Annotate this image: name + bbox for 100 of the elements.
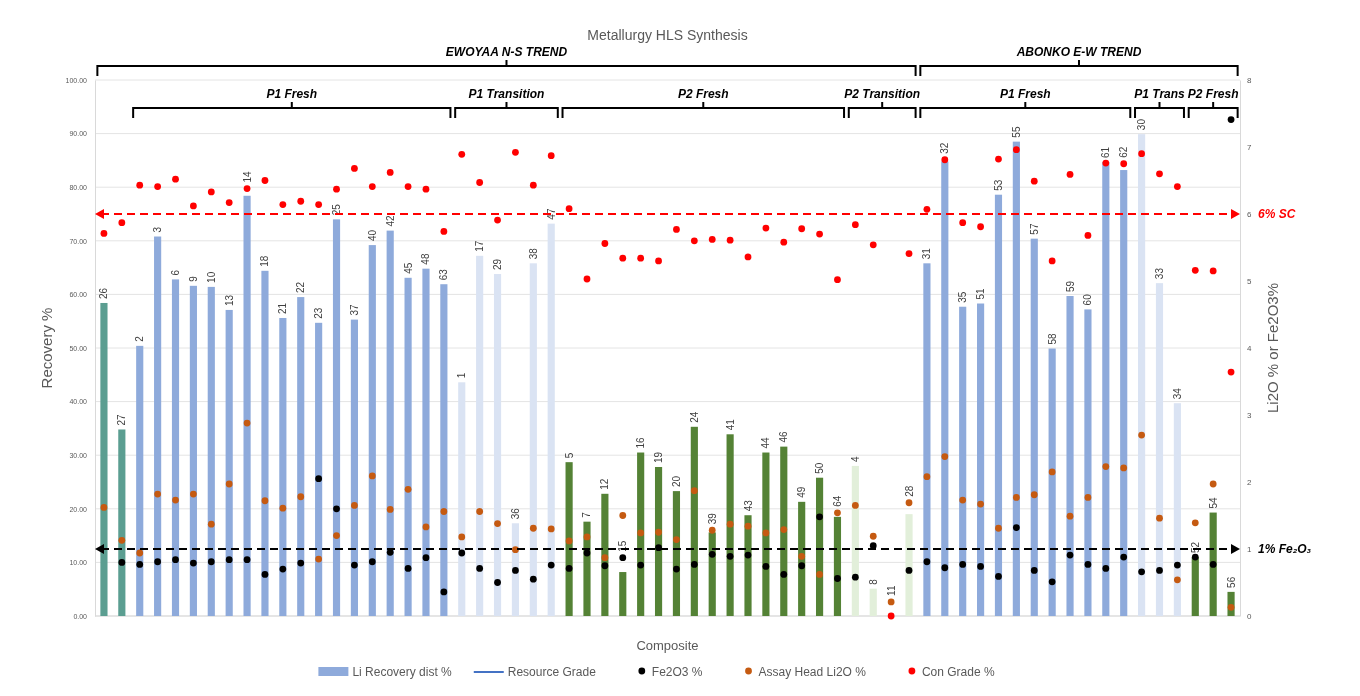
x-tick-label: 58 <box>1046 332 1058 345</box>
x-tick-label: 49 <box>796 486 808 498</box>
bar <box>154 236 162 616</box>
x-tick-label: 53 <box>992 179 1004 191</box>
x-tick-label: 48 <box>420 253 432 265</box>
x-tick-label: 35 <box>957 291 969 303</box>
x-tick-label: 14 <box>241 170 253 183</box>
annotation: P2 Fresh <box>1187 87 1239 101</box>
x-tick-label: 57 <box>1028 223 1040 235</box>
ref-line-label: 1% Fe₂O₃ <box>1258 542 1312 556</box>
bar <box>869 588 877 616</box>
bar <box>297 297 305 616</box>
x-tick-label: 64 <box>831 495 843 507</box>
x-tick-label: 32 <box>939 142 951 154</box>
legend-label: Resource Grade <box>507 665 597 679</box>
x-tick-label: 47 <box>545 208 557 220</box>
annotation: P1 Trans <box>1134 87 1186 101</box>
x-tick-label: 24 <box>688 411 700 423</box>
bar <box>654 466 663 616</box>
bar <box>422 268 430 616</box>
bar <box>1012 141 1020 616</box>
x-tick-label: 23 <box>313 307 325 319</box>
x-tick-label: 37 <box>348 304 360 316</box>
x-tick-label: 34 <box>1171 387 1183 400</box>
bar <box>207 286 215 616</box>
x-tick-label: 4 <box>849 455 861 462</box>
annotation: P2 Transition <box>844 87 921 101</box>
legend-label: Li Recovery dist % <box>352 665 453 679</box>
bar <box>315 322 323 616</box>
x-tick-label: 3 <box>152 226 164 233</box>
x-tick-label: 20 <box>670 475 682 488</box>
x-tick-label: 31 <box>921 247 933 260</box>
bar <box>744 515 752 616</box>
bar <box>959 306 967 616</box>
x-tick-label: 44 <box>760 436 772 449</box>
x-tick-label: 51 <box>975 287 987 300</box>
bar <box>368 245 376 616</box>
x-tick-label: 10 <box>205 271 217 283</box>
bar <box>690 426 698 616</box>
bar <box>440 284 448 616</box>
bar <box>1048 348 1056 616</box>
y2-tick-label: 0 <box>1247 612 1252 622</box>
x-tick-label: 7 <box>581 511 593 518</box>
text: EWOYAA N-S TREND <box>445 45 568 59</box>
annotation: P1 Fresh <box>266 87 318 101</box>
x-tick-label: 18 <box>259 255 271 267</box>
y2-tick-label: 4 <box>1247 344 1252 354</box>
x-tick-label: 54 <box>1207 496 1219 509</box>
bar <box>637 452 645 616</box>
legend-label: Fe2O3 % <box>651 665 703 679</box>
bar <box>601 493 609 616</box>
bar <box>977 303 985 616</box>
bar <box>1084 309 1092 616</box>
x-tick-label: 6 <box>170 269 182 276</box>
x-axis-title: Composite <box>636 638 699 653</box>
bar <box>332 219 341 616</box>
bar <box>565 462 573 616</box>
x-tick-label: 26 <box>98 287 110 299</box>
bar <box>1138 134 1146 616</box>
bar <box>1173 403 1181 616</box>
x-tick-label: 36 <box>509 507 521 520</box>
annotation: P1 Transition <box>468 87 545 101</box>
x-tick-label: 5 <box>563 452 575 459</box>
x-tick-label: 50 <box>814 462 826 474</box>
bar <box>994 194 1003 616</box>
bar <box>762 452 770 616</box>
y-axis-title: Recovery % <box>38 307 55 389</box>
y2-tick-label: 8 <box>1247 76 1252 86</box>
x-tick-label: 56 <box>1225 576 1237 588</box>
bar <box>619 572 627 616</box>
bar <box>493 274 502 616</box>
x-tick-label: 19 <box>653 451 665 463</box>
bar <box>458 382 466 616</box>
bar <box>189 285 197 616</box>
bar <box>261 270 269 616</box>
x-tick-label: 21 <box>277 302 289 314</box>
text: ABONKO E-W TREND <box>1015 45 1142 59</box>
x-tick-label: 33 <box>1153 267 1165 280</box>
x-tick-label: 12 <box>599 478 611 490</box>
bar <box>1209 512 1217 616</box>
x-tick-label: 43 <box>742 499 754 512</box>
bar <box>529 263 537 616</box>
x-tick-label: 40 <box>366 229 378 242</box>
bar <box>1066 296 1074 616</box>
x-tick-label: 16 <box>635 436 647 449</box>
x-tick-label: 41 <box>724 418 736 431</box>
bar <box>923 263 931 616</box>
ref-line-label: 6% SC <box>1258 207 1296 221</box>
x-tick-label: 45 <box>402 262 414 274</box>
annotation: P1 Fresh <box>999 87 1051 101</box>
bar <box>118 429 126 616</box>
bar <box>136 345 144 616</box>
x-tick-label: 29 <box>492 258 504 271</box>
bar <box>243 195 251 616</box>
x-tick-label: 38 <box>527 247 539 260</box>
bar <box>1155 283 1164 616</box>
bar <box>726 434 734 616</box>
x-tick-label: 27 <box>116 413 128 426</box>
x-tick-label: 11 <box>885 585 897 596</box>
bar <box>476 255 484 616</box>
